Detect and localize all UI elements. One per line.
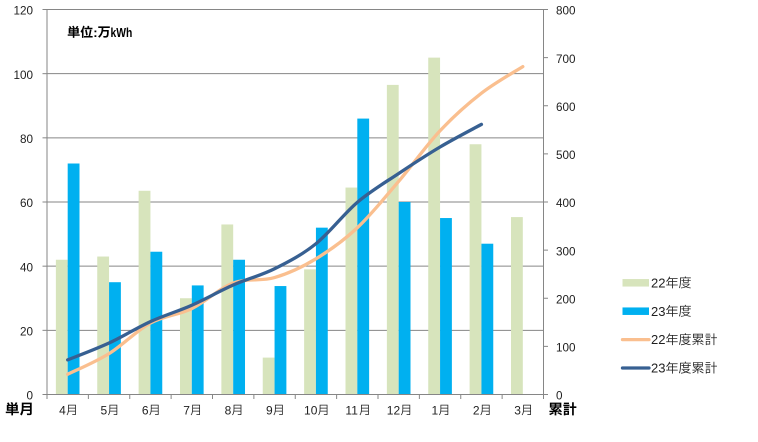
svg-text:40: 40 <box>20 261 34 274</box>
svg-text:5: 5 <box>101 403 108 417</box>
svg-text:500: 500 <box>556 149 576 162</box>
svg-text:22: 22 <box>651 275 665 290</box>
svg-text:22: 22 <box>651 332 665 347</box>
svg-text:600: 600 <box>556 101 576 114</box>
svg-text:200: 200 <box>556 293 576 306</box>
svg-text::: : <box>93 25 97 40</box>
svg-text:80: 80 <box>20 133 34 146</box>
svg-text:8: 8 <box>225 403 232 417</box>
svg-text:kWh: kWh <box>111 25 133 40</box>
svg-text:3: 3 <box>514 403 521 417</box>
svg-text:400: 400 <box>556 197 576 210</box>
svg-text:12: 12 <box>387 403 401 417</box>
svg-text:100: 100 <box>556 342 576 355</box>
svg-text:1: 1 <box>432 403 439 417</box>
svg-text:9: 9 <box>266 403 273 417</box>
svg-text:120: 120 <box>13 5 33 18</box>
svg-text:0: 0 <box>26 390 33 403</box>
svg-text:20: 20 <box>20 326 34 339</box>
svg-text:0: 0 <box>556 390 563 403</box>
svg-text:4: 4 <box>59 403 66 417</box>
svg-text:23: 23 <box>651 304 665 319</box>
svg-text:700: 700 <box>556 53 576 66</box>
svg-text:60: 60 <box>20 197 34 210</box>
svg-text:2: 2 <box>473 403 480 417</box>
svg-text:10: 10 <box>304 403 318 417</box>
svg-text:300: 300 <box>556 245 576 258</box>
svg-text:6: 6 <box>142 403 149 417</box>
svg-text:11: 11 <box>345 403 358 417</box>
svg-text:23: 23 <box>651 361 665 376</box>
svg-text:800: 800 <box>556 5 576 18</box>
svg-text:7: 7 <box>183 403 190 417</box>
svg-text:100: 100 <box>13 69 33 82</box>
